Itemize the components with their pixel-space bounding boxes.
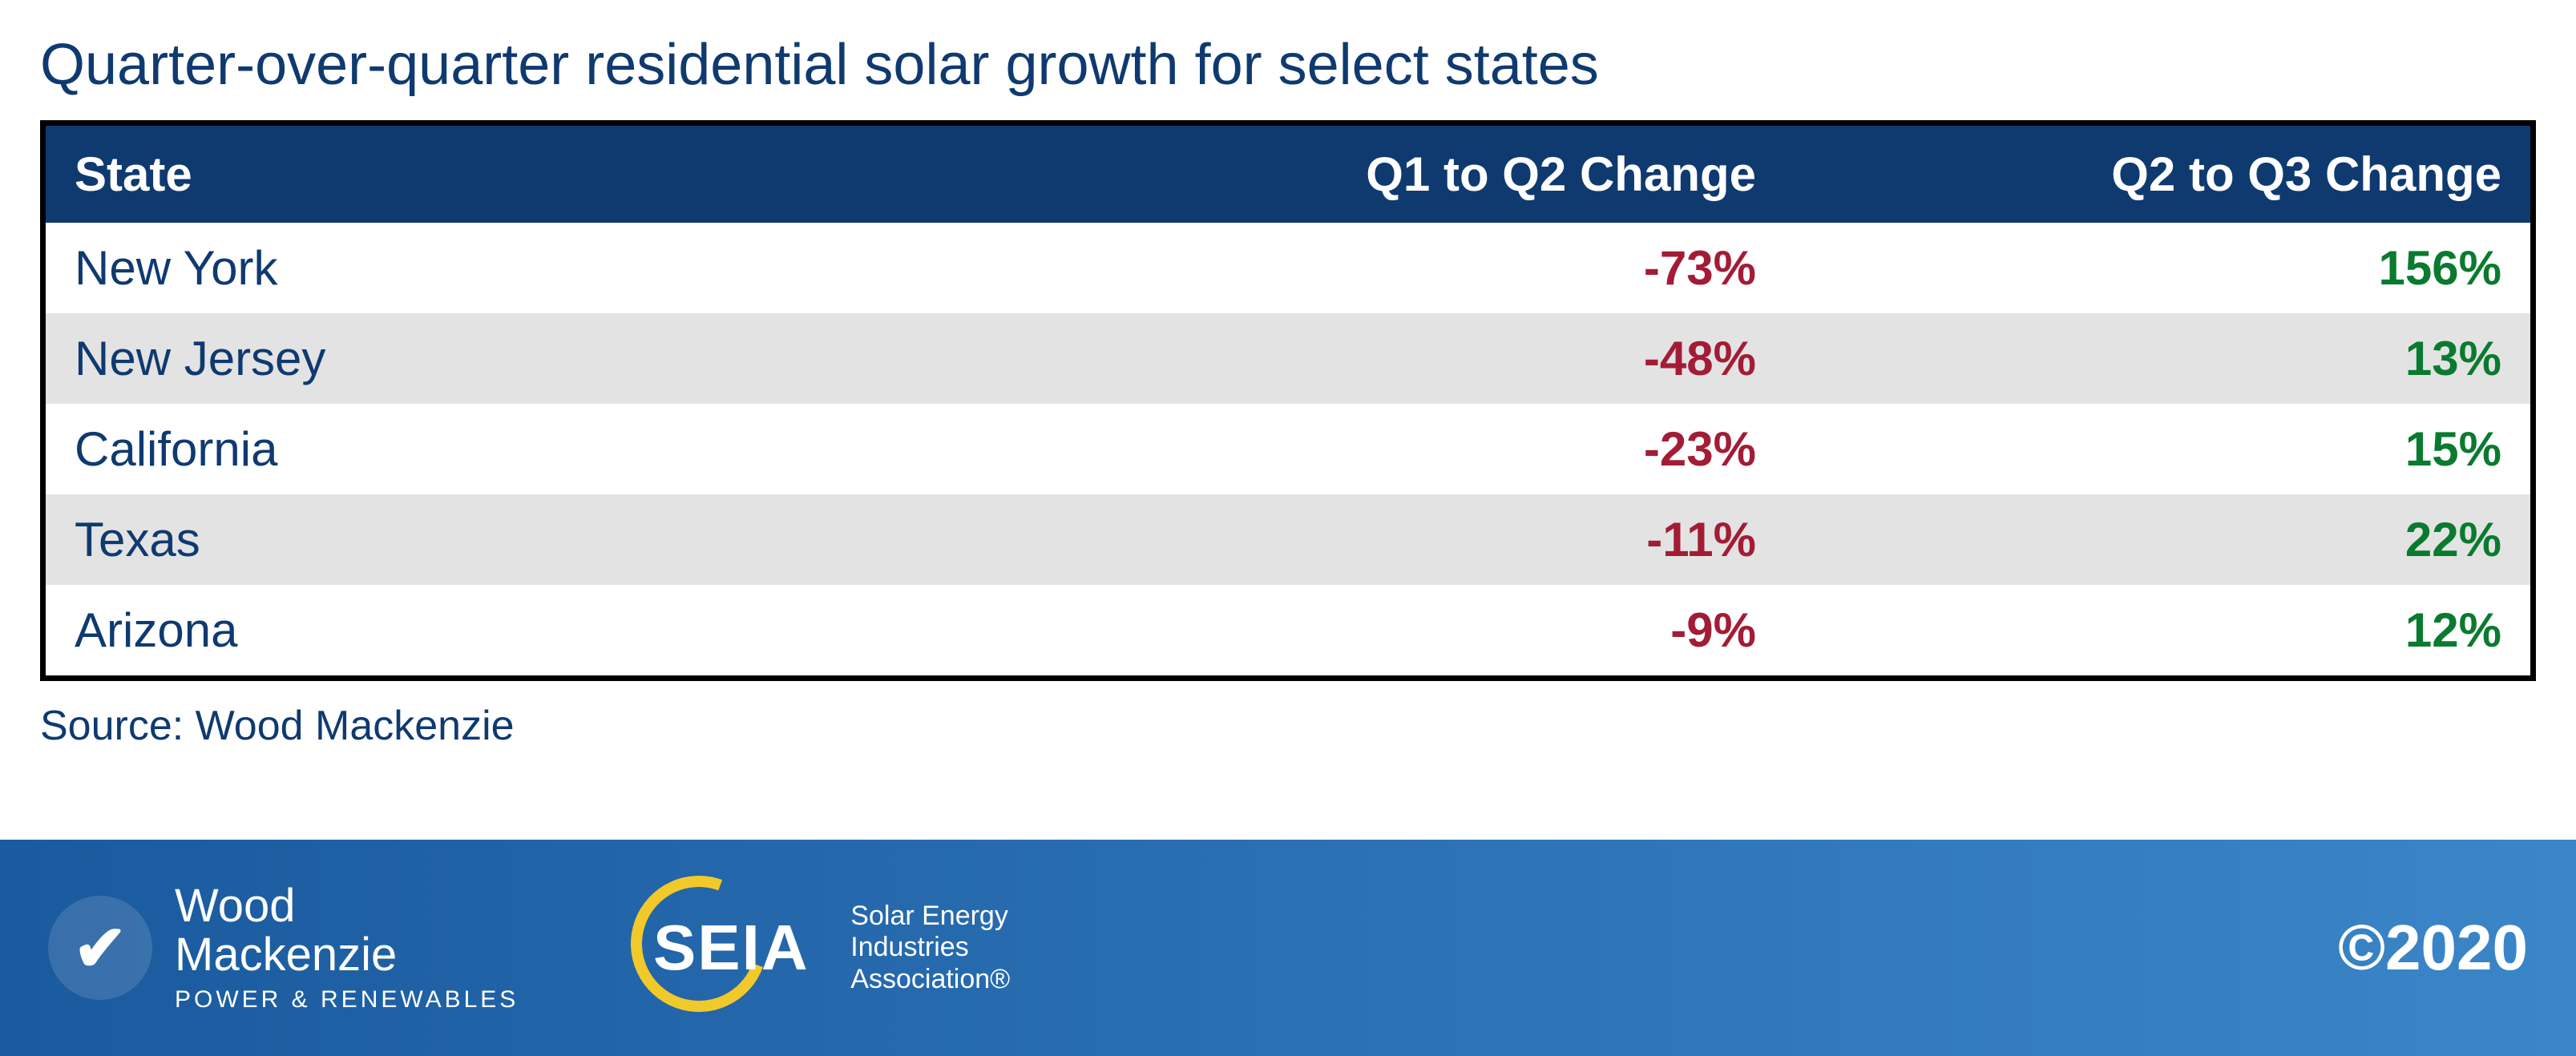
table-row: Arizona -9% 12% xyxy=(46,585,2530,675)
col-state: State xyxy=(46,126,1040,223)
source-text: Source: Wood Mackenzie xyxy=(40,702,2536,750)
wm-tagline: POWER & RENEWABLES xyxy=(175,986,519,1014)
cell-q2q3: 13% xyxy=(1785,313,2530,404)
table-row: New Jersey -48% 13% xyxy=(46,313,2530,404)
cell-state: Texas xyxy=(46,494,1040,585)
cell-q1q2: -73% xyxy=(1040,223,1785,313)
footer-bar: Wood Mackenzie POWER & RENEWABLES SEIA S… xyxy=(0,840,2576,1056)
table-row: New York -73% 156% xyxy=(46,223,2530,313)
data-table-wrapper: State Q1 to Q2 Change Q2 to Q3 Change Ne… xyxy=(40,120,2536,681)
cell-q1q2: -11% xyxy=(1040,494,1785,585)
chart-title: Quarter-over-quarter residential solar g… xyxy=(40,32,2536,98)
seia-letters: SEIA xyxy=(653,911,810,985)
cell-q1q2: -23% xyxy=(1040,404,1785,494)
col-q1q2: Q1 to Q2 Change xyxy=(1040,126,1785,223)
seia-line3: Association® xyxy=(850,964,1010,995)
col-q2q3: Q2 to Q3 Change xyxy=(1785,126,2530,223)
seia-line1: Solar Energy xyxy=(850,901,1010,932)
wm-line2: Mackenzie xyxy=(175,931,519,980)
data-table: State Q1 to Q2 Change Q2 to Q3 Change Ne… xyxy=(46,126,2530,675)
wood-mackenzie-text: Wood Mackenzie POWER & RENEWABLES xyxy=(175,882,519,1014)
table-row: California -23% 15% xyxy=(46,404,2530,494)
wood-mackenzie-mark-icon xyxy=(48,896,152,1000)
cell-q2q3: 156% xyxy=(1785,223,2530,313)
copyright-text: ©2020 xyxy=(2338,911,2528,985)
wm-line1: Wood xyxy=(175,882,519,931)
cell-q2q3: 12% xyxy=(1785,585,2530,675)
table-header-row: State Q1 to Q2 Change Q2 to Q3 Change xyxy=(46,126,2530,223)
seia-mark-icon: SEIA xyxy=(631,884,831,1012)
cell-state: California xyxy=(46,404,1040,494)
cell-state: Arizona xyxy=(46,585,1040,675)
table-row: Texas -11% 22% xyxy=(46,494,2530,585)
cell-q2q3: 22% xyxy=(1785,494,2530,585)
cell-q1q2: -9% xyxy=(1040,585,1785,675)
wood-mackenzie-logo: Wood Mackenzie POWER & RENEWABLES xyxy=(48,882,519,1014)
seia-line2: Industries xyxy=(850,932,1010,963)
cell-q1q2: -48% xyxy=(1040,313,1785,404)
cell-q2q3: 15% xyxy=(1785,404,2530,494)
seia-logo: SEIA Solar Energy Industries Association… xyxy=(631,884,1010,1012)
cell-state: New York xyxy=(46,223,1040,313)
seia-text: Solar Energy Industries Association® xyxy=(850,901,1010,994)
cell-state: New Jersey xyxy=(46,313,1040,404)
